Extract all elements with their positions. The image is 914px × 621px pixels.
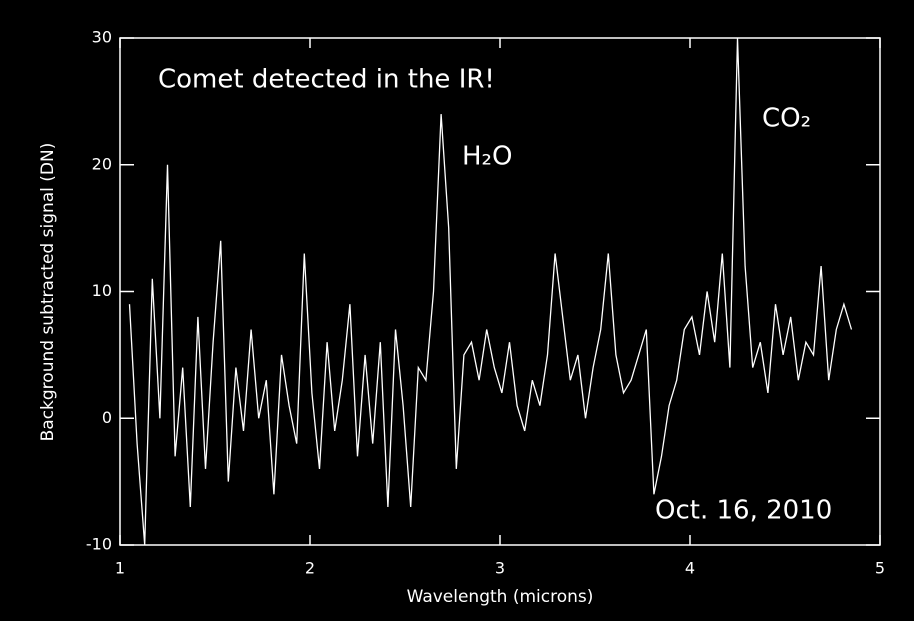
y-tick-label: -10 [86, 535, 112, 554]
x-tick-label: 5 [875, 559, 885, 578]
y-tick-label: 0 [102, 408, 112, 427]
annotation: Comet detected in the IR! [158, 65, 495, 95]
annotation: CO₂ [762, 104, 811, 134]
spectrum-line [128, 37, 853, 546]
x-tick-label: 1 [115, 559, 125, 578]
y-tick-label: 30 [92, 28, 112, 47]
annotation: Oct. 16, 2010 [655, 496, 832, 526]
y-tick-label: 20 [92, 154, 112, 173]
y-axis-label: Background subtracted signal (DN) [38, 143, 58, 442]
x-tick-label: 2 [305, 559, 315, 578]
annotation: H₂O [462, 142, 512, 172]
y-tick-label: 10 [92, 281, 112, 300]
x-axis-label: Wavelength (microns) [407, 587, 594, 607]
x-tick-label: 4 [685, 559, 695, 578]
x-tick-label: 3 [495, 559, 505, 578]
